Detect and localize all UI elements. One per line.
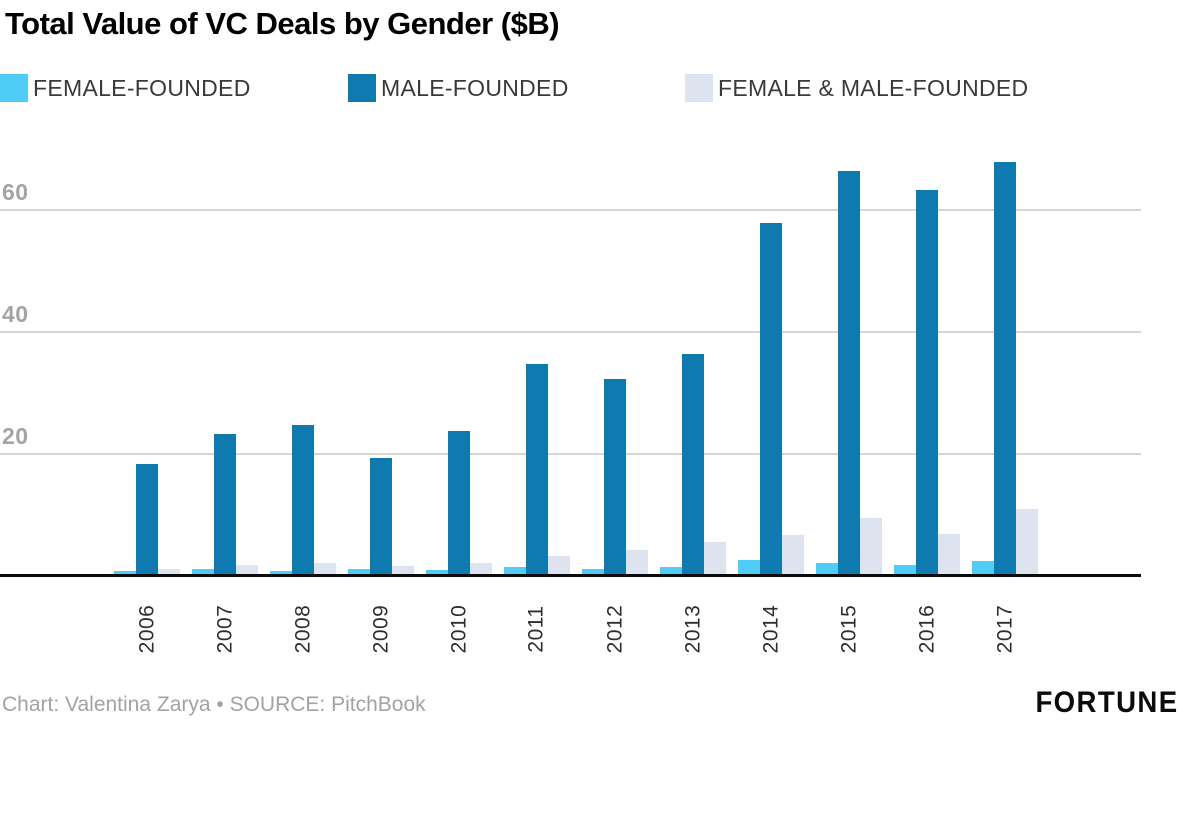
x-tick-label: 2010 bbox=[447, 604, 470, 654]
bar-group-2014 bbox=[738, 223, 804, 574]
bar-group-2016 bbox=[894, 190, 960, 574]
x-tick-2017: 2017 bbox=[972, 585, 1038, 673]
bar-female-founded-2016 bbox=[894, 565, 916, 574]
bar-female-male-founded-2011 bbox=[548, 556, 570, 574]
gridline-40 bbox=[0, 331, 1141, 333]
x-tick-label: 2009 bbox=[369, 604, 392, 654]
y-tick-label: 20 bbox=[2, 423, 29, 449]
x-tick-label: 2016 bbox=[915, 604, 938, 654]
x-tick-label: 2011 bbox=[524, 605, 548, 653]
bar-female-male-founded-2012 bbox=[626, 550, 648, 574]
bar-male-founded-2009 bbox=[370, 458, 392, 574]
bar-group-2011 bbox=[504, 364, 570, 574]
bar-group-2015 bbox=[816, 171, 882, 574]
bar-male-founded-2013 bbox=[682, 354, 704, 574]
legend-item: FEMALE & MALE-FOUNDED bbox=[685, 74, 1028, 102]
bar-male-founded-2008 bbox=[292, 425, 314, 574]
x-tick-label: 2008 bbox=[291, 604, 314, 654]
legend-item: MALE-FOUNDED bbox=[348, 74, 569, 102]
x-tick-2013: 2013 bbox=[660, 585, 726, 673]
bar-female-male-founded-2010 bbox=[470, 563, 492, 574]
x-tick-2006: 2006 bbox=[114, 585, 180, 673]
bar-female-founded-2009 bbox=[348, 569, 370, 574]
x-axis-labels: 2006 2007 2008 2009 2010 2011 2012 2013 2014 2015… bbox=[114, 585, 1038, 673]
legend-label: MALE-FOUNDED bbox=[381, 74, 569, 101]
legend: FEMALE-FOUNDED MALE-FOUNDED FEMALE & MALE-… bbox=[0, 74, 1180, 106]
legend-swatch bbox=[685, 74, 713, 102]
bar-female-male-founded-2014 bbox=[782, 535, 804, 574]
bar-female-male-founded-2015 bbox=[860, 518, 882, 574]
bar-female-founded-2007 bbox=[192, 569, 214, 574]
bar-female-founded-2014 bbox=[738, 560, 760, 574]
bar-group-2013 bbox=[660, 354, 726, 574]
x-tick-label: 2012 bbox=[603, 604, 626, 654]
bar-female-founded-2015 bbox=[816, 563, 838, 574]
bar-male-founded-2010 bbox=[448, 431, 470, 574]
fortune-logo: FORTUNE bbox=[1034, 686, 1178, 719]
y-tick-label: 60 bbox=[2, 179, 29, 205]
gridline-20 bbox=[0, 453, 1141, 455]
legend-swatch bbox=[0, 74, 28, 102]
legend-item: FEMALE-FOUNDED bbox=[0, 74, 251, 102]
x-axis-line bbox=[0, 574, 1141, 577]
x-tick-label: 2007 bbox=[213, 604, 236, 654]
bar-group-2017 bbox=[972, 162, 1038, 574]
bar-male-founded-2007 bbox=[214, 434, 236, 574]
bar-male-founded-2011 bbox=[526, 364, 548, 574]
bar-group-2010 bbox=[426, 431, 492, 574]
bar-group-2012 bbox=[582, 379, 648, 574]
bar-group-2007 bbox=[192, 434, 258, 574]
bar-male-founded-2012 bbox=[604, 379, 626, 574]
bar-female-male-founded-2013 bbox=[704, 542, 726, 574]
bar-female-male-founded-2017 bbox=[1016, 509, 1038, 574]
bar-female-male-founded-2007 bbox=[236, 565, 258, 574]
bar-group-2006 bbox=[114, 464, 180, 574]
bar-male-founded-2016 bbox=[916, 190, 938, 574]
x-tick-label: 2013 bbox=[681, 604, 704, 654]
x-tick-2007: 2007 bbox=[192, 585, 258, 673]
x-tick-2016: 2016 bbox=[894, 585, 960, 673]
bar-female-founded-2013 bbox=[660, 567, 682, 574]
bar-male-founded-2015 bbox=[838, 171, 860, 574]
bar-female-founded-2012 bbox=[582, 569, 604, 574]
x-tick-label: 2006 bbox=[135, 604, 158, 654]
chart-title: Total Value of VC Deals by Gender ($B) bbox=[5, 6, 560, 41]
legend-label: FEMALE & MALE-FOUNDED bbox=[718, 74, 1029, 101]
x-tick-2014: 2014 bbox=[738, 585, 804, 673]
bar-male-founded-2014 bbox=[760, 223, 782, 574]
bar-female-founded-2008 bbox=[270, 571, 292, 574]
y-tick-label: 40 bbox=[2, 301, 29, 327]
legend-label: FEMALE-FOUNDED bbox=[33, 74, 251, 101]
x-tick-2015: 2015 bbox=[816, 585, 882, 673]
x-tick-2010: 2010 bbox=[426, 585, 492, 673]
x-tick-label: 2017 bbox=[993, 604, 1016, 654]
x-tick-2008: 2008 bbox=[270, 585, 336, 673]
x-tick-2012: 2012 bbox=[582, 585, 648, 673]
chart-credit: Chart: Valentina Zarya • SOURCE: PitchBo… bbox=[2, 693, 426, 716]
bar-group-2009 bbox=[348, 458, 414, 574]
bar-male-founded-2006 bbox=[136, 464, 158, 574]
plot-area: 20 40 60 bbox=[0, 150, 1141, 577]
bar-female-founded-2010 bbox=[426, 570, 448, 574]
x-tick-label: 2014 bbox=[759, 604, 782, 654]
x-tick-2011: 2011 bbox=[504, 585, 570, 673]
bars bbox=[114, 147, 1038, 574]
bar-female-founded-2017 bbox=[972, 561, 994, 574]
bar-female-founded-2011 bbox=[504, 567, 526, 574]
bar-female-male-founded-2006 bbox=[158, 569, 180, 574]
bar-group-2008 bbox=[270, 425, 336, 574]
legend-swatch bbox=[348, 74, 376, 102]
bar-female-male-founded-2009 bbox=[392, 566, 414, 574]
gridline-60 bbox=[0, 209, 1141, 211]
bar-female-founded-2006 bbox=[114, 571, 136, 574]
bar-female-male-founded-2008 bbox=[314, 563, 336, 574]
bar-female-male-founded-2016 bbox=[938, 534, 960, 574]
x-tick-label: 2015 bbox=[837, 604, 860, 654]
x-tick-2009: 2009 bbox=[348, 585, 414, 673]
bar-male-founded-2017 bbox=[994, 162, 1016, 574]
